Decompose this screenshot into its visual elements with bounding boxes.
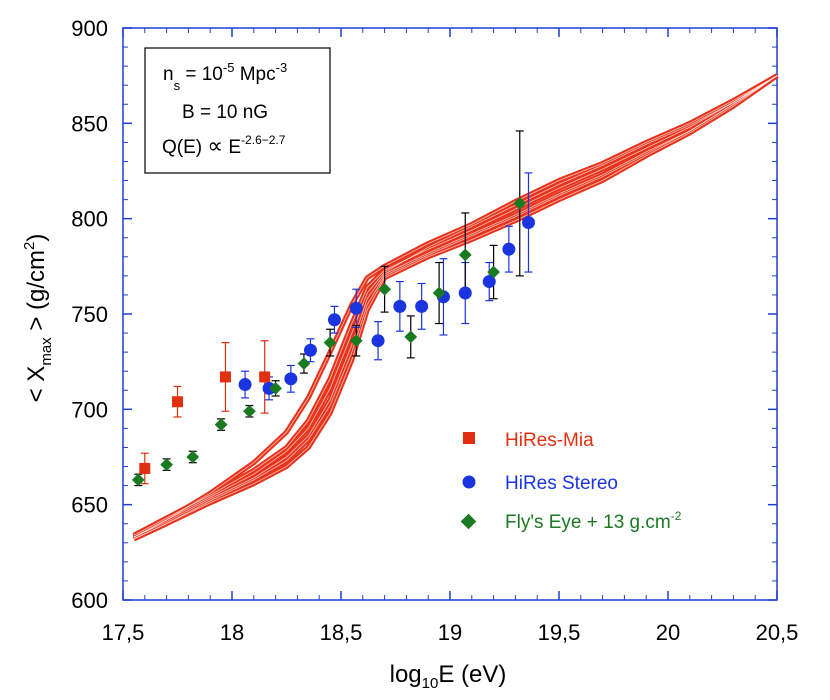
legend: HiRes-Mia HiRes Stereo Fly's Eye + 13 g.… [460, 430, 682, 533]
point-hires-stereo-11 [482, 275, 496, 289]
x-tick-label-4: 19,5 [538, 620, 581, 645]
point-hires-stereo-10 [458, 286, 472, 300]
point-hires-stereo-4 [327, 313, 341, 327]
point-hires-stereo-0 [238, 378, 252, 392]
legend-marker-hires-mia [463, 432, 475, 444]
point-flys-eye-8 [349, 334, 363, 348]
x-axis-title-pre: log [390, 661, 422, 688]
parameter-density-unit-sup: -3 [276, 60, 288, 75]
parameter-density-mid: = 10 [180, 64, 223, 85]
point-flys-eye-2 [186, 450, 200, 464]
point-hires-stereo-2 [284, 372, 298, 386]
parameter-spectrum: Q(E) ∝ E-2.6−2.7 [162, 133, 286, 158]
point-flys-eye-5 [269, 381, 282, 395]
y-axis-title: < Xmax > (g/cm2) [21, 234, 55, 403]
parameter-spectrum-base: Q(E) [162, 137, 207, 158]
point-hires-stereo-7 [393, 299, 407, 313]
point-flys-eye-7 [323, 336, 337, 349]
parameter-density-unit: Mpc [234, 64, 275, 85]
tick-labels: 17,5 18 18,5 19 19,5 20 20,5 600 650 700 750 800 850… [71, 16, 798, 645]
point-hires-stereo-6 [371, 334, 385, 348]
x-tick-label-0: 17,5 [102, 620, 145, 645]
legend-label-flys-eye-sup: -2 [671, 509, 682, 523]
parameter-box-frame [144, 47, 331, 174]
point-flys-eye-0 [131, 473, 145, 487]
point-hires-stereo-8 [415, 299, 429, 313]
data-markers [131, 197, 535, 487]
y-tick-label-2: 700 [71, 397, 108, 422]
y-tick-label-4: 800 [71, 207, 108, 232]
point-hires-stereo-5 [349, 301, 363, 315]
parameter-field: B = 10 nG [182, 102, 268, 123]
point-flys-eye-13 [487, 265, 500, 279]
parameter-spectrum-sup: -2.6−2.7 [241, 133, 286, 147]
point-flys-eye-4 [243, 404, 256, 418]
y-axis-title-sub: max [38, 337, 55, 366]
x-tick-label-6: 20,5 [756, 620, 799, 645]
y-tick-label-6: 900 [71, 16, 108, 41]
point-flys-eye-6 [297, 357, 311, 370]
x-tick-label-1: 18 [220, 620, 244, 645]
point-hires-mia-1 [172, 396, 183, 408]
legend-marker-hires-stereo [462, 475, 476, 489]
parameter-density: ns = 10-5 Mpc-3 [163, 60, 287, 93]
parameter-spectrum-symbol: ∝ [207, 133, 223, 158]
point-hires-mia-3 [259, 371, 271, 383]
point-hires-mia-0 [139, 462, 151, 474]
legend-label-hires-mia: HiRes-Mia [505, 430, 594, 451]
point-hires-stereo-13 [521, 215, 535, 229]
point-flys-eye-3 [214, 418, 228, 431]
x-tick-label-3: 19 [438, 620, 462, 645]
parameter-spectrum-mid: E [223, 137, 241, 158]
legend-marker-flys-eye [460, 513, 477, 530]
point-hires-stereo-3 [303, 343, 317, 357]
x-tick-label-5: 20 [656, 620, 680, 645]
parameter-density-base: n [163, 64, 174, 85]
point-flys-eye-11 [432, 286, 446, 300]
y-axis-title-post: ) [23, 234, 50, 242]
axis-ticks [122, 27, 778, 601]
x-axis-title-sub: 10 [422, 675, 439, 692]
parameter-density-sub: s [174, 78, 181, 93]
y-tick-label-3: 750 [71, 302, 108, 327]
y-axis-title-pre: < X [23, 366, 50, 403]
parameter-box: ns = 10-5 Mpc-3 B = 10 nG Q(E) ∝ E-2.6−2… [144, 47, 331, 174]
model-band [132, 73, 779, 542]
point-flys-eye-1 [160, 458, 173, 471]
legend-label-flys-eye-text: Fly's Eye + 13 g.cm [505, 512, 671, 533]
point-flys-eye-10 [404, 330, 418, 344]
y-axis-title-mid: > (g/cm [23, 250, 50, 337]
y-tick-label-1: 650 [71, 493, 108, 518]
x-tick-label-2: 18,5 [320, 620, 363, 645]
y-tick-label-0: 600 [71, 588, 108, 613]
parameter-density-sup: -5 [223, 60, 235, 75]
point-hires-mia-2 [219, 371, 231, 383]
point-hires-stereo-12 [502, 242, 516, 256]
x-axis-title-post: E (eV) [438, 661, 506, 688]
point-flys-eye-9 [378, 282, 391, 296]
y-axis-title-sup: 2 [21, 242, 38, 250]
point-hires-stereo-1 [262, 381, 276, 395]
legend-label-hires-stereo: HiRes Stereo [505, 473, 618, 494]
y-tick-label-5: 850 [71, 111, 108, 136]
x-axis-title: log10E (eV) [390, 661, 507, 692]
legend-label-flys-eye: Fly's Eye + 13 g.cm-2 [505, 509, 682, 533]
point-flys-eye-12 [458, 248, 472, 262]
